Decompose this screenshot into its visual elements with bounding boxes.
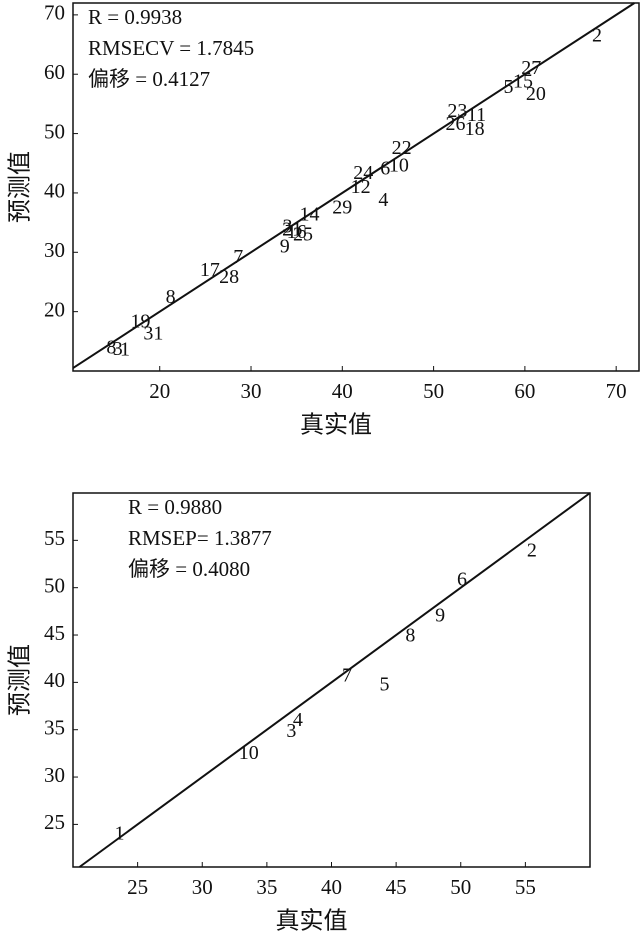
y-axis-label: 预测值 xyxy=(7,644,34,716)
x-axis-label: 真实值 xyxy=(300,412,372,439)
y-tick-label: 60 xyxy=(44,60,65,84)
y-tick-label: 50 xyxy=(44,573,65,597)
point-label: 7 xyxy=(342,664,352,686)
point-label: 8 xyxy=(166,286,176,308)
annotation: 偏移 = 0.4080 xyxy=(128,557,250,581)
x-tick-label: 30 xyxy=(241,379,262,403)
point-label: 27 xyxy=(521,57,541,79)
point-label: 11 xyxy=(467,104,486,126)
point-label: 10 xyxy=(389,154,409,176)
x-tick-label: 50 xyxy=(423,379,444,403)
x-tick-label: 25 xyxy=(127,875,148,899)
y-tick-label: 30 xyxy=(44,763,65,787)
x-tick-label: 40 xyxy=(332,379,353,403)
point-label: 1 xyxy=(120,338,130,360)
x-tick-label: 35 xyxy=(256,875,277,899)
point-label: 23 xyxy=(447,100,467,122)
point-label: 19 xyxy=(131,311,151,333)
point-label: 5 xyxy=(379,674,389,696)
x-tick-label: 55 xyxy=(515,875,536,899)
annotation: 偏移 = 0.4127 xyxy=(88,67,210,91)
point-label: 15 xyxy=(513,71,533,93)
point-label: 12 xyxy=(351,176,371,198)
point-label: 4 xyxy=(378,189,388,211)
point-label: 3 xyxy=(286,720,296,742)
y-tick-label: 35 xyxy=(44,716,65,740)
reference-line xyxy=(78,492,591,868)
y-tick-label: 40 xyxy=(44,668,65,692)
point-label: 21 xyxy=(282,219,302,241)
point-label: 4 xyxy=(293,709,303,731)
point-label: 1 xyxy=(115,822,125,844)
point-label: 18 xyxy=(465,118,485,140)
point-label: 2 xyxy=(592,24,602,46)
x-tick-label: 20 xyxy=(149,379,170,403)
annotation: RMSEP= 1.3877 xyxy=(128,526,272,550)
point-label: 17 xyxy=(200,259,220,281)
point-label: 7 xyxy=(233,246,243,268)
point-label: 22 xyxy=(392,137,412,159)
point-label: 9 xyxy=(280,236,290,258)
reference-line xyxy=(72,2,635,369)
point-label: 5 xyxy=(503,76,513,98)
y-tick-label: 30 xyxy=(44,238,65,262)
annotation: R = 0.9880 xyxy=(128,495,222,519)
point-label: 16 xyxy=(287,221,307,243)
plot-frame xyxy=(72,2,640,372)
point-label: 14 xyxy=(299,204,319,226)
point-label: 24 xyxy=(353,162,373,184)
y-tick-label: 70 xyxy=(44,1,65,25)
point-label: 6 xyxy=(457,569,467,591)
point-label: 29 xyxy=(332,197,352,219)
point-label: 9 xyxy=(435,605,445,627)
point-label: 8 xyxy=(106,337,116,359)
point-label: 10 xyxy=(239,742,259,764)
x-tick-label: 70 xyxy=(606,379,627,403)
x-tick-label: 45 xyxy=(386,875,407,899)
point-label: 26 xyxy=(446,113,466,135)
point-label: 28 xyxy=(219,266,239,288)
point-label: 3 xyxy=(283,216,293,238)
y-tick-label: 55 xyxy=(44,526,65,550)
y-tick-label: 40 xyxy=(44,179,65,203)
x-tick-label: 30 xyxy=(192,875,213,899)
point-label: 25 xyxy=(293,223,313,245)
annotation: R = 0.9938 xyxy=(88,5,182,29)
point-label: 20 xyxy=(526,83,546,105)
x-axis-label: 真实值 xyxy=(276,908,348,934)
point-label: 6 xyxy=(380,157,390,179)
x-tick-label: 40 xyxy=(321,875,342,899)
point-label: 31 xyxy=(143,322,163,344)
point-label: 3 xyxy=(113,338,123,360)
point-label: 2 xyxy=(527,539,537,561)
y-tick-label: 50 xyxy=(44,119,65,143)
y-axis-label: 预测值 xyxy=(7,151,34,223)
y-tick-label: 20 xyxy=(44,297,65,321)
y-tick-label: 45 xyxy=(44,621,65,645)
x-tick-label: 50 xyxy=(450,875,471,899)
annotation: RMSECV = 1.7845 xyxy=(88,36,254,60)
y-tick-label: 25 xyxy=(44,810,65,834)
x-tick-label: 60 xyxy=(514,379,535,403)
point-label: 8 xyxy=(405,625,415,647)
